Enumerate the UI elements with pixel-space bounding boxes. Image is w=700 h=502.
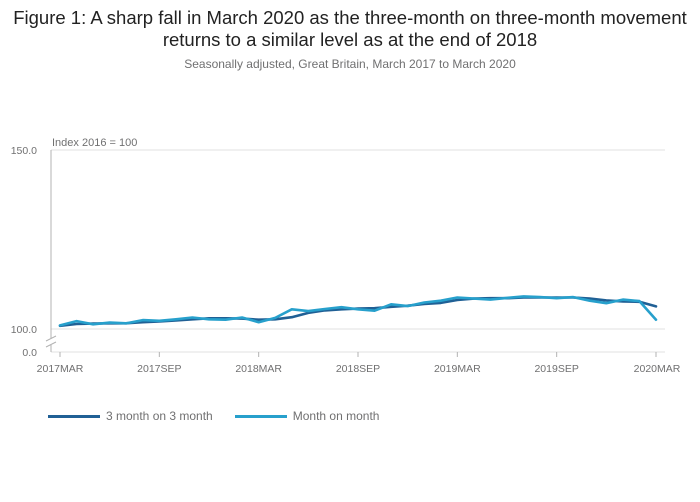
legend-swatch xyxy=(48,414,100,418)
x-tick-label: 2017SEP xyxy=(137,363,181,375)
chart-subtitle: Seasonally adjusted, Great Britain, Marc… xyxy=(184,57,516,71)
y-tick-label: 100.0 xyxy=(11,324,37,336)
x-tick-label: 2019MAR xyxy=(434,363,481,375)
axis-break-marker xyxy=(45,335,57,348)
x-tick-label: 2020MAR xyxy=(634,363,681,375)
legend-item-2[interactable]: Month on month xyxy=(234,409,380,423)
legend-swatch xyxy=(234,414,287,418)
x-tick-label: 2019SEP xyxy=(534,363,578,375)
legend-label: 3 month on 3 month xyxy=(106,409,213,423)
x-tick-label: 2018SEP xyxy=(336,363,380,375)
series-line-2[interactable] xyxy=(58,295,658,327)
x-tick-label: 2018MAR xyxy=(235,363,282,375)
chart-title: Figure 1: A sharp fall in March 2020 as … xyxy=(13,7,687,50)
legend-label: Month on month xyxy=(292,409,380,423)
legend-item-1[interactable]: 3 month on 3 month xyxy=(48,409,213,423)
y-tick-label: 150.0 xyxy=(11,145,37,157)
x-tick-label: 2017MAR xyxy=(37,363,84,375)
y-axis-label: Index 2016 = 100 xyxy=(52,137,137,149)
chart-legend: 3 month on 3 month Month on month xyxy=(48,409,379,423)
y-tick-label: 0.0 xyxy=(22,347,37,359)
